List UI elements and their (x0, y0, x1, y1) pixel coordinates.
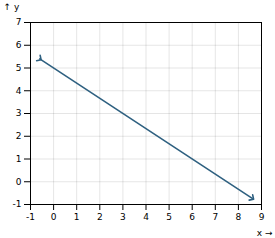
svg-text:1: 1 (16, 154, 22, 164)
svg-text:x →: x → (257, 228, 273, 238)
svg-text:0: 0 (51, 212, 57, 222)
svg-text:5: 5 (166, 212, 172, 222)
svg-text:8: 8 (236, 212, 242, 222)
svg-text:9: 9 (259, 212, 265, 222)
svg-text:7: 7 (212, 212, 218, 222)
svg-text:1: 1 (74, 212, 80, 222)
svg-text:4: 4 (16, 86, 22, 96)
svg-text:-1: -1 (13, 199, 22, 209)
svg-text:7: 7 (16, 17, 22, 27)
svg-text:↑ y: ↑ y (4, 2, 20, 12)
svg-text:5: 5 (16, 63, 22, 73)
svg-text:2: 2 (16, 131, 22, 141)
svg-text:3: 3 (120, 212, 126, 222)
svg-text:0: 0 (16, 177, 22, 187)
svg-text:3: 3 (16, 108, 22, 118)
svg-text:6: 6 (189, 212, 195, 222)
svg-text:-1: -1 (26, 212, 35, 222)
svg-text:4: 4 (143, 212, 149, 222)
svg-text:6: 6 (16, 40, 22, 50)
svg-text:2: 2 (97, 212, 103, 222)
